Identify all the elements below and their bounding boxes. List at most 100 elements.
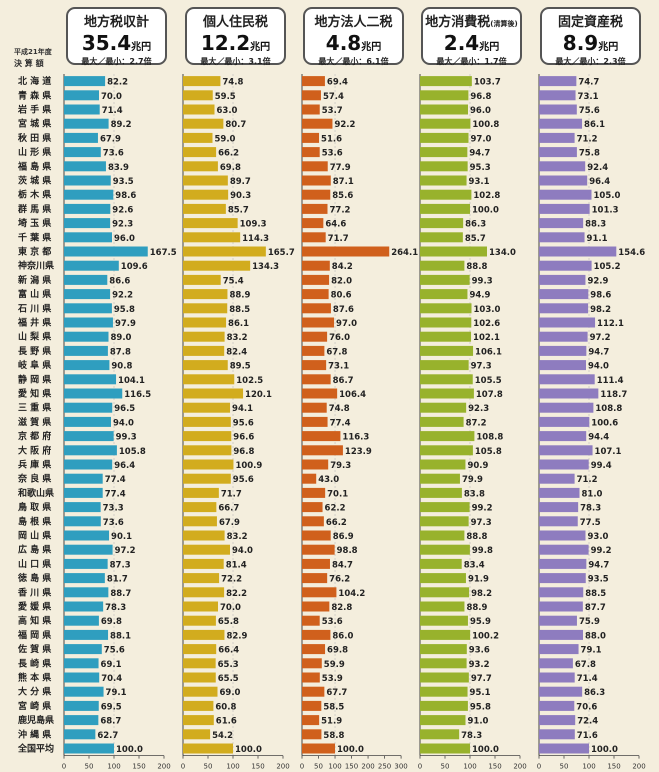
bar	[183, 672, 216, 683]
data-label: 96.0	[470, 106, 491, 116]
bar	[64, 175, 111, 186]
bar	[420, 544, 470, 555]
bar	[64, 573, 105, 584]
data-label: 86.1	[584, 120, 605, 130]
bar	[420, 416, 464, 427]
data-label: 53.7	[322, 106, 343, 116]
data-label: 96.8	[470, 92, 491, 102]
bar	[420, 402, 467, 413]
bar	[420, 431, 475, 442]
bar	[64, 558, 108, 569]
data-label: 97.3	[471, 518, 492, 528]
bar	[183, 317, 227, 328]
bar	[420, 445, 473, 456]
data-label: 68.7	[100, 717, 121, 727]
prefecture-label: 栃 木 県	[18, 189, 51, 201]
panel-ratio: 最大／最小：1.7倍	[436, 57, 507, 66]
data-label: 71.2	[577, 134, 598, 144]
data-label: 69.8	[327, 646, 348, 656]
bar	[302, 516, 324, 527]
data-label: 96.8	[233, 447, 254, 457]
prefecture-label: 青 森 県	[18, 89, 51, 101]
panel-ratio: 最大／最小：3.1倍	[200, 57, 271, 66]
data-label: 87.8	[110, 347, 131, 357]
data-label: 83.9	[108, 163, 129, 173]
bar	[64, 203, 111, 214]
prefecture-label: 岡 山 県	[18, 530, 51, 542]
data-label: 95.6	[233, 475, 254, 485]
prefecture-label: 新 潟 県	[18, 274, 51, 286]
bar	[302, 601, 330, 612]
bar	[183, 360, 228, 371]
data-label: 99.2	[591, 546, 612, 556]
bar	[302, 203, 328, 214]
data-label: 67.8	[326, 347, 347, 357]
data-label: 73.3	[103, 504, 124, 514]
data-label: 100.6	[591, 418, 618, 428]
tick-label: 100	[582, 763, 595, 771]
data-label: 97.0	[471, 134, 492, 144]
data-label: 71.7	[221, 489, 242, 499]
prefecture-label: 静 岡 県	[18, 373, 51, 385]
bar	[183, 502, 217, 513]
data-label: 87.2	[466, 418, 487, 428]
bar	[539, 374, 595, 385]
data-label: 86.3	[465, 220, 486, 230]
data-label: 58.8	[323, 731, 344, 741]
data-label: 104.2	[338, 589, 365, 599]
bar	[64, 274, 108, 285]
data-label: 82.2	[107, 78, 128, 88]
bar	[183, 147, 217, 158]
bar	[64, 360, 110, 371]
data-label: 71.4	[102, 106, 123, 116]
bar	[64, 729, 96, 740]
data-label: 99.8	[472, 546, 493, 556]
panel-total: 4.8	[325, 31, 362, 55]
data-label: 71.7	[328, 234, 349, 244]
bar	[183, 161, 218, 172]
data-label: 87.3	[110, 560, 131, 570]
data-label: 73.6	[103, 149, 124, 159]
data-label: 77.9	[330, 163, 351, 173]
bar	[302, 303, 331, 314]
data-label: 89.0	[111, 333, 132, 343]
prefecture-label: 愛 媛 県	[18, 601, 51, 613]
data-label: 105.0	[594, 191, 621, 201]
data-label: 78.3	[105, 603, 126, 613]
bar	[539, 544, 589, 555]
bar	[64, 260, 119, 271]
bar	[420, 175, 467, 186]
data-label: 81.0	[582, 489, 603, 499]
bar	[420, 203, 470, 214]
data-label: 83.8	[464, 489, 485, 499]
bar	[539, 232, 585, 243]
tick-label: 250	[378, 763, 391, 771]
bar	[302, 104, 320, 115]
bar	[302, 487, 326, 498]
data-label: 81.7	[107, 575, 128, 585]
prefecture-label: 鳥 取 県	[18, 501, 51, 513]
bar	[420, 274, 470, 285]
bar	[420, 147, 468, 158]
bar	[420, 530, 465, 541]
bar	[302, 147, 320, 158]
panel-ratio: 最大／最小：6.1倍	[318, 57, 389, 66]
tick-label: 200	[276, 763, 289, 771]
data-label: 87.6	[333, 305, 354, 315]
bar	[539, 189, 592, 200]
prefecture-label: 石 川 県	[17, 303, 51, 314]
data-label: 82.4	[226, 347, 247, 357]
bar	[183, 218, 238, 229]
tick-label: 100	[226, 763, 239, 771]
bar	[539, 516, 578, 527]
data-label: 97.7	[471, 674, 492, 684]
bar	[539, 218, 584, 229]
bar	[420, 76, 472, 87]
bar	[539, 644, 579, 655]
bar	[420, 715, 466, 726]
prefecture-label: 宮 城 県	[18, 118, 51, 130]
bar	[64, 502, 101, 513]
prefecture-label: 山 口 県	[18, 558, 51, 570]
data-label: 79.1	[106, 688, 127, 698]
